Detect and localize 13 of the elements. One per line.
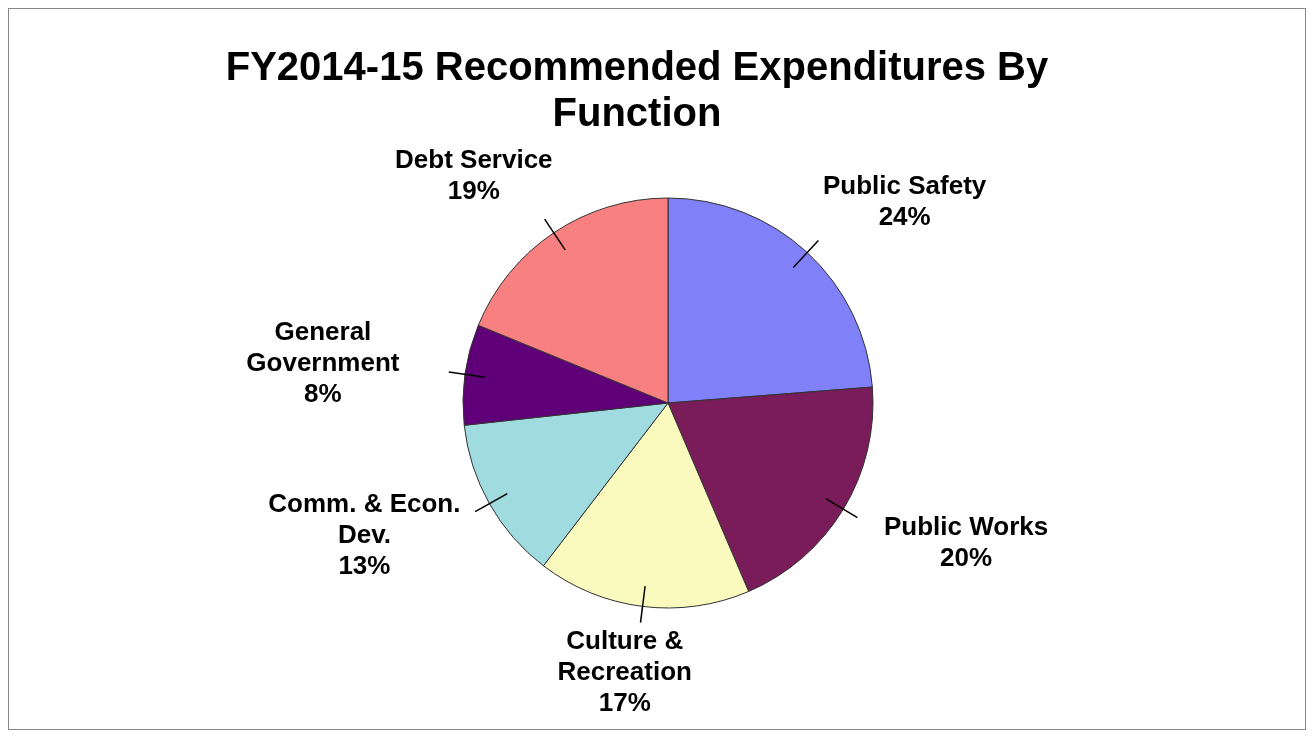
data-label: 13% [338,550,391,581]
slice-label: Public Safety [823,169,987,200]
data-label: 24% [878,200,931,231]
slice-label: Culture & Recreation [557,625,692,687]
data-label: 20% [940,542,993,573]
slice-label: Comm. & Econ. Dev. [268,488,461,550]
slice-label: General Government [246,316,400,378]
data-label: 8% [304,378,342,409]
slice-label: Public Works [884,511,1049,542]
data-label: 17% [598,687,651,718]
data-label: 19% [447,174,500,205]
slice-label: Debt Service [395,143,553,174]
chart-title: FY2014-15 Recommended Expenditures By Function [225,44,1050,134]
